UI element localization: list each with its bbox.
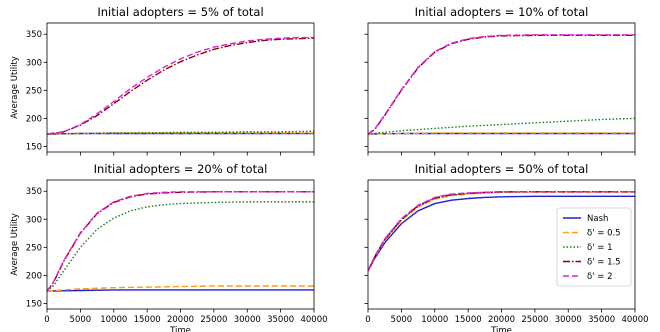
series-line xyxy=(368,191,635,272)
legend-label: δ' = 0.5 xyxy=(587,229,621,239)
x-tick-label: 20000 xyxy=(488,315,515,325)
legend: Nash δ' = 0.5 δ' = 1 δ' = 1.5 δ' = 2 xyxy=(556,207,632,287)
y-tick-label: 200 xyxy=(26,271,42,281)
x-tick-label: 0 xyxy=(44,315,49,325)
x-tick-label: 35000 xyxy=(267,315,294,325)
subplot-2: Initial adopters = 10% of total xyxy=(364,5,636,156)
series-line xyxy=(47,37,314,135)
x-tick-label: 30000 xyxy=(555,315,582,325)
x-tick-label: 5000 xyxy=(70,315,92,325)
series-line xyxy=(47,191,314,292)
x-tick-label: 40000 xyxy=(300,315,327,325)
series-line xyxy=(47,191,314,292)
x-tick-label: 25000 xyxy=(200,315,227,325)
series-group xyxy=(368,191,635,272)
x-axis-label: Time xyxy=(490,326,512,332)
y-tick-label: 300 xyxy=(26,58,42,68)
subplot-title: Initial adopters = 50% of total xyxy=(415,162,589,176)
series-line xyxy=(368,34,635,135)
series-line xyxy=(47,130,314,135)
series-line xyxy=(368,132,635,135)
x-tick-label: 40000 xyxy=(621,315,648,325)
x-tick-label: 35000 xyxy=(588,315,615,325)
x-tick-label: 15000 xyxy=(134,315,161,325)
series-group xyxy=(47,36,314,135)
y-tick-label: 350 xyxy=(26,187,42,197)
series-line xyxy=(368,34,635,135)
legend-box xyxy=(556,207,632,287)
x-tick-label: 15000 xyxy=(455,315,482,325)
series-line xyxy=(47,36,314,135)
series-line xyxy=(368,117,635,135)
legend-label: δ' = 1 xyxy=(587,243,612,253)
y-axis-label: Average Utility xyxy=(10,56,20,119)
subplot-title: Initial adopters = 10% of total xyxy=(415,5,589,19)
series-line xyxy=(47,289,314,292)
series-group xyxy=(368,34,635,135)
subplot-4: Initial adopters = 50% of total 0 5000 1000… xyxy=(364,162,649,332)
legend-label: δ' = 2 xyxy=(587,272,612,282)
y-tick-label: 300 xyxy=(26,215,42,225)
series-line xyxy=(368,195,635,272)
subplot-title: Initial adopters = 20% of total xyxy=(94,162,268,176)
series-group xyxy=(47,191,314,292)
series-line xyxy=(47,132,314,135)
legend-label: Nash xyxy=(587,214,608,224)
subplot-3: Initial adopters = 20% of total 0 5000 1000… xyxy=(10,162,328,332)
subplot-1: Initial adopters = 5% of total 150 200 250 3… xyxy=(10,5,315,156)
y-tick-label: 150 xyxy=(26,299,42,309)
x-tick-label: 30000 xyxy=(234,315,261,325)
y-tick-label: 200 xyxy=(26,114,42,124)
legend-label: δ' = 1.5 xyxy=(587,258,621,268)
x-tick-label: 0 xyxy=(365,315,370,325)
y-tick-label: 250 xyxy=(26,86,42,96)
x-tick-label: 20000 xyxy=(167,315,194,325)
y-axis-label: Average Utility xyxy=(10,213,20,276)
y-tick-label: 350 xyxy=(26,30,42,40)
x-axis-label: Time xyxy=(169,326,191,332)
y-tick-label: 250 xyxy=(26,243,42,253)
subplot-title: Initial adopters = 5% of total xyxy=(97,5,263,19)
x-tick-label: 10000 xyxy=(100,315,127,325)
series-line xyxy=(47,201,314,292)
x-tick-label: 10000 xyxy=(421,315,448,325)
x-tick-label: 25000 xyxy=(521,315,548,325)
x-tick-label: 5000 xyxy=(391,315,413,325)
y-tick-label: 150 xyxy=(26,142,42,152)
